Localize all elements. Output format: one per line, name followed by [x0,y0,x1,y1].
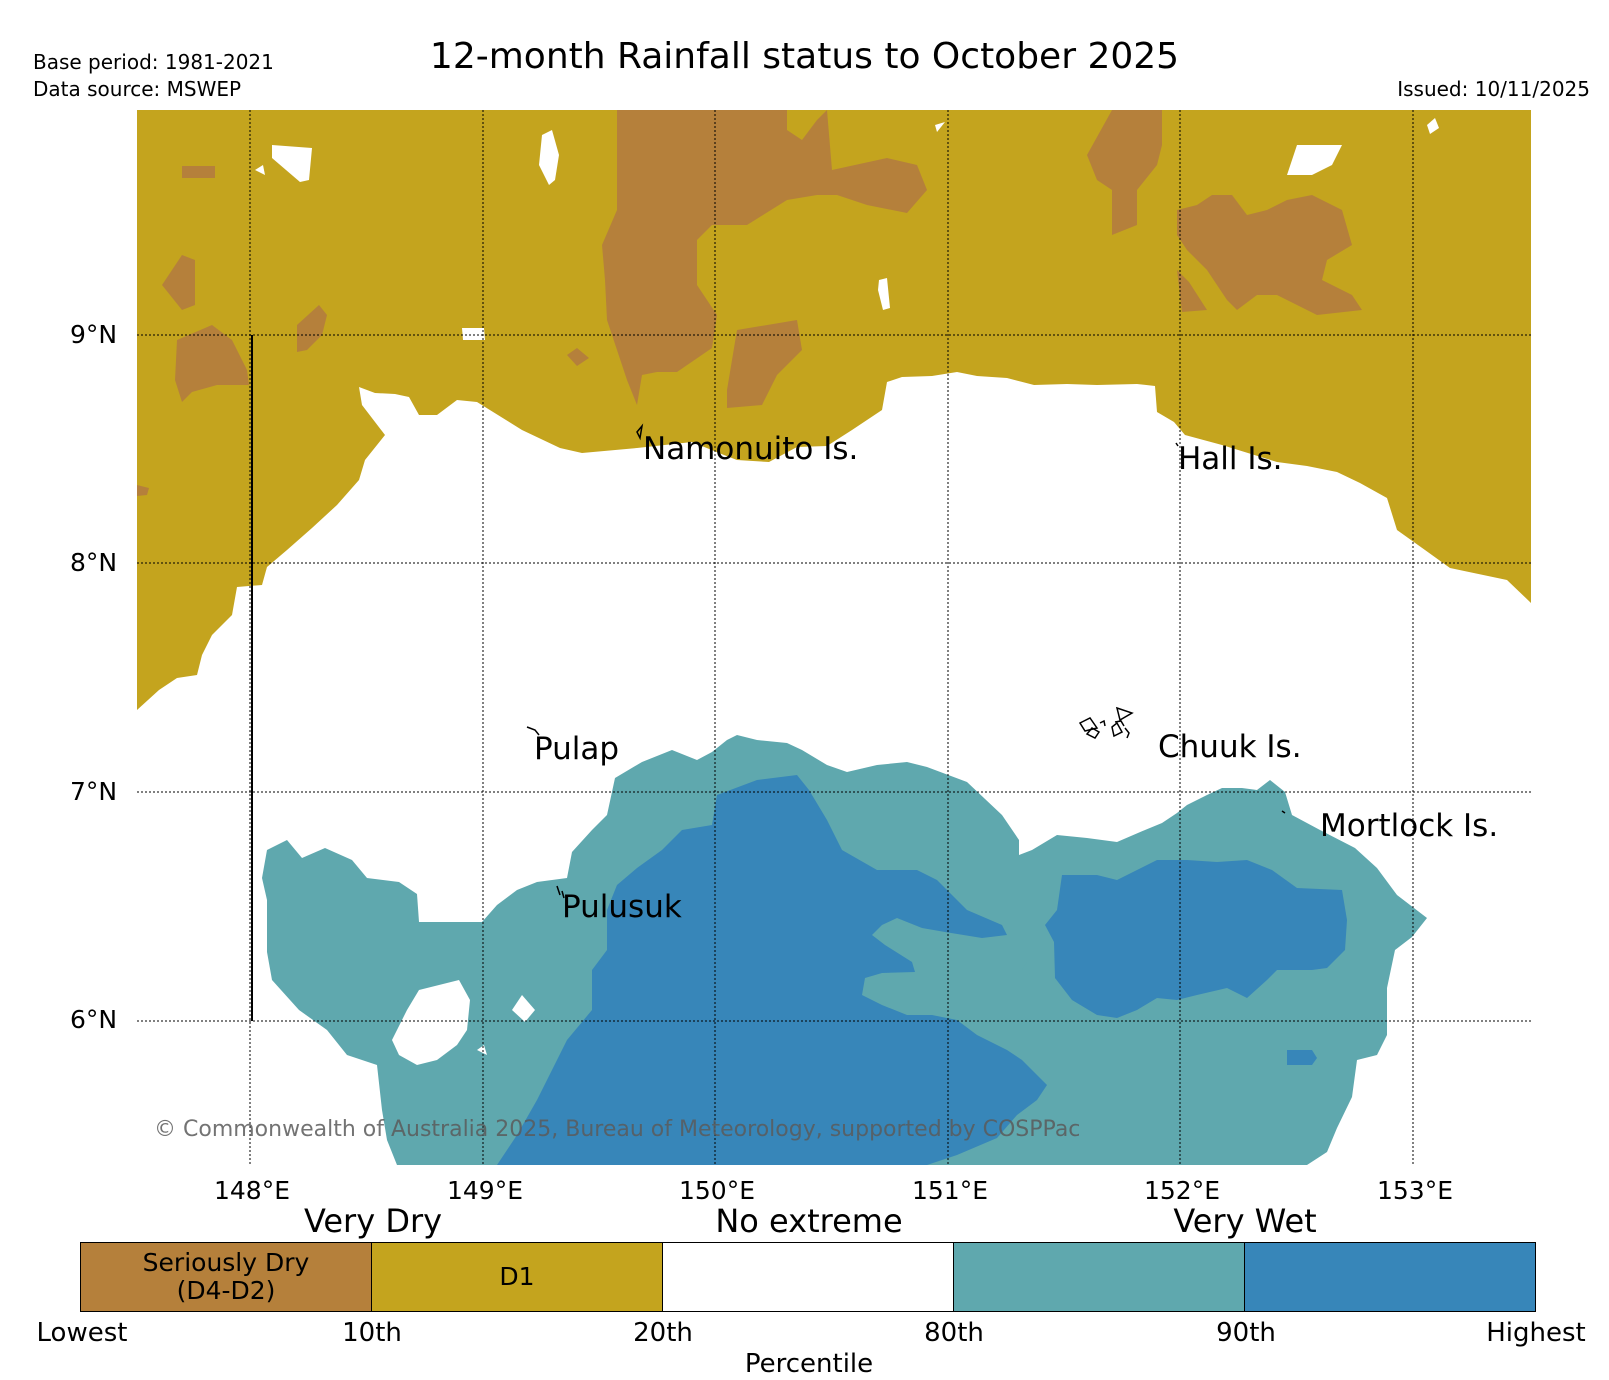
legend-tick-90th: 90th [1216,1318,1276,1348]
dry-patch-11 [137,485,149,496]
lon-label-151e: 151°E [911,1176,989,1205]
island-hall [1175,442,1179,447]
legend-tick-10th: 10th [342,1318,402,1348]
legend-very-wet: Very Wet [1173,1202,1317,1240]
dry-patch-6 [162,255,195,310]
place-pulap: Pulap [534,731,620,767]
hole-11 [477,1045,487,1055]
hole-1 [272,145,312,182]
hole-4 [462,328,485,340]
legend-tick-80th: 80th [924,1318,984,1348]
island-mortlock [1281,810,1286,814]
island-chuuk-4 [1114,720,1125,727]
base-period: Base period: 1981-2021 [33,50,274,74]
copyright-notice: © Commonwealth of Australia 2025, Bureau… [154,1117,1081,1142]
data-source: Data source: MSWEP [33,77,242,101]
dry-patch-9 [182,166,215,178]
island-chuuk-2 [1078,717,1099,732]
legend-seg-seriously-dry-line1: Seriously Dry [142,1248,310,1277]
lat-label-9n: 9°N [70,320,118,349]
island-chuuk-5 [1085,727,1101,739]
lon-label-152e: 152°E [1143,1176,1221,1205]
dry-patch-5 [175,325,249,402]
island-chuuk-7 [1124,727,1130,739]
island-chuuk-1 [1115,706,1134,722]
wet-90-plus-region-1 [497,775,1047,1165]
hole-10 [512,995,535,1022]
dry-patch-2 [727,320,802,408]
wet-80-90-small [1022,962,1032,976]
legend-seg-wet-80-90 [954,1243,1245,1311]
island-namonuito [636,423,644,441]
lon-label-150e: 150°E [678,1176,756,1205]
legend-seg-seriously-dry-line2: (D4-D2) [176,1276,276,1305]
hole-9 [392,980,470,1065]
dry-patch-8 [1177,270,1207,312]
legend-seg-d1: D1 [372,1243,663,1311]
legend-no-extreme: No extreme [715,1202,903,1240]
legend-colorbar: Seriously Dry (D4-D2) D1 [80,1242,1536,1312]
d1-region [137,110,1531,710]
legend-seg-wet-90-plus [1245,1243,1535,1311]
island-chuuk-3 [1111,721,1124,738]
rainfall-map [137,110,1531,1165]
island-chuuk-6 [1099,719,1106,727]
lon-label-148e: 148°E [213,1176,291,1205]
graticule [137,110,1531,1165]
lat-label-8n: 8°N [70,548,118,577]
place-chuuk: Chuuk Is. [1158,729,1302,765]
hole-3 [1287,145,1342,175]
hole-6 [1427,118,1439,134]
place-namonuito: Namonuito Is. [643,431,859,467]
hole-8 [255,165,265,175]
wet-90-plus-region-3 [1287,1050,1317,1065]
hole-7 [935,122,945,132]
legend-tick-20th: 20th [633,1318,693,1348]
place-pulusuk: Pulusuk [562,889,682,925]
hole-5 [878,278,890,310]
legend-very-dry: Very Dry [303,1202,443,1240]
legend-seg-no-extreme [663,1243,954,1311]
wet-90-plus-region-2 [1045,860,1347,1018]
issued-date: Issued: 10/11/2025 [1397,77,1590,101]
legend-axis-label: Percentile [744,1349,874,1379]
dry-patch-1 [602,110,927,405]
legend-tick-lowest: Lowest [36,1318,128,1348]
dry-patch-7 [297,305,327,352]
dry-patch-3 [1087,110,1162,235]
dry-patch-4 [1177,195,1362,315]
islands [526,423,1286,899]
lon-label-149e: 149°E [446,1176,524,1205]
legend-seg-d1-label: D1 [499,1262,535,1291]
place-hall: Hall Is. [1178,441,1283,477]
lat-label-6n: 6°N [70,1005,118,1034]
island-pulap [526,726,540,736]
page-title: 12-month Rainfall status to October 2025 [429,36,1180,77]
lon-label-153e: 153°E [1376,1176,1454,1205]
hole-2 [539,130,559,185]
place-mortlock: Mortlock Is. [1320,808,1499,844]
dry-patch-10 [567,348,589,366]
legend-tick-highest: Highest [1486,1318,1586,1348]
lat-label-7n: 7°N [70,777,118,806]
island-pulusuk [556,885,565,899]
legend-seg-seriously-dry: Seriously Dry (D4-D2) [81,1243,372,1311]
